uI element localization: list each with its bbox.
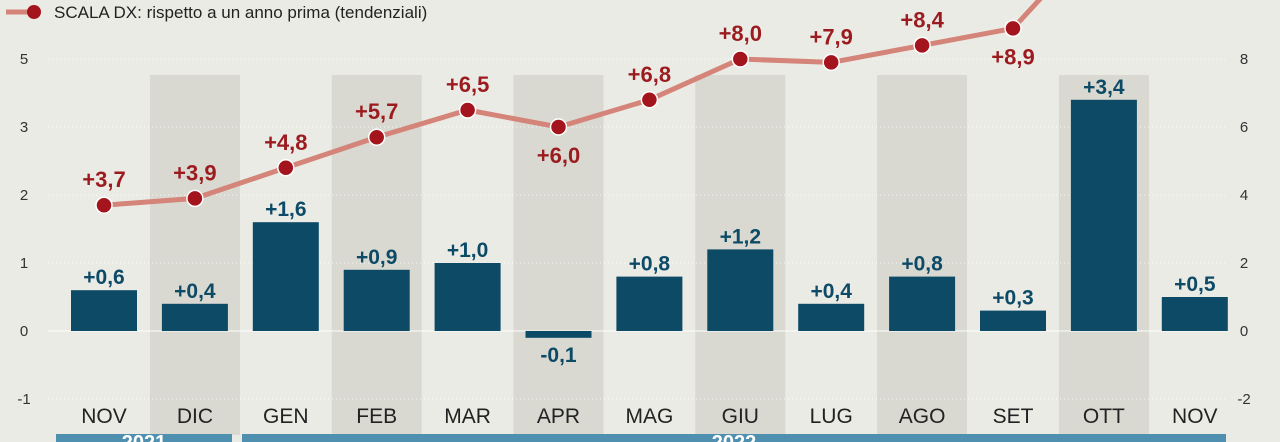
bar-value-label: +0,5 bbox=[1174, 273, 1216, 296]
month-label: FEB bbox=[356, 405, 397, 428]
year-bar bbox=[242, 434, 1226, 442]
month-label: NOV bbox=[1172, 405, 1218, 428]
line-value-label: +8,0 bbox=[719, 21, 762, 46]
left-axis-tick-label: 2 bbox=[20, 187, 28, 204]
month-label: AGO bbox=[899, 405, 946, 428]
bar bbox=[71, 290, 137, 331]
bar-value-label: +0,9 bbox=[356, 246, 397, 269]
line-point bbox=[731, 50, 750, 68]
left-axis: -1 0 1 2 3 5 bbox=[17, 51, 30, 408]
line-point bbox=[1004, 19, 1022, 38]
line-value-label: +3,7 bbox=[82, 167, 125, 192]
bar-value-label: -0,1 bbox=[540, 344, 577, 367]
line-value-label: +3,9 bbox=[173, 160, 216, 185]
month-label: DIC bbox=[177, 405, 213, 428]
year-label: 2022 bbox=[712, 432, 757, 442]
bar-value-label: +0,4 bbox=[810, 280, 852, 303]
legend-marker-icon bbox=[27, 5, 41, 19]
month-label: GIU bbox=[722, 405, 759, 428]
right-axis-tick-label: 2 bbox=[1240, 255, 1248, 272]
year-bars: 2021 2022 bbox=[56, 432, 1226, 442]
year-label: 2021 bbox=[122, 432, 167, 442]
line-point bbox=[458, 101, 477, 119]
right-axis-tick-label: 6 bbox=[1240, 119, 1248, 136]
line-point bbox=[913, 36, 931, 55]
month-label: OTT bbox=[1083, 405, 1125, 428]
bar bbox=[616, 276, 683, 331]
bar-value-label: +1,6 bbox=[265, 198, 306, 221]
right-axis-tick-label: 8 bbox=[1240, 51, 1248, 68]
bar bbox=[1161, 297, 1228, 331]
line-value-label: +4,8 bbox=[264, 130, 307, 155]
month-label: MAR bbox=[444, 405, 491, 428]
bar-value-label: +0,3 bbox=[992, 287, 1033, 310]
left-axis-tick-label: -1 bbox=[17, 391, 30, 408]
right-axis-tick-label: 4 bbox=[1240, 187, 1248, 204]
bar bbox=[707, 249, 774, 331]
bar-value-label: +0,8 bbox=[629, 253, 671, 276]
month-axis-labels: NOV DIC GEN FEB MAR APR MAG GIU LUG AGO SET OTT NOV bbox=[81, 405, 1217, 428]
bar-value-label: +0,6 bbox=[83, 266, 124, 289]
line-point bbox=[277, 159, 295, 177]
bar bbox=[252, 222, 319, 331]
line-point bbox=[367, 128, 386, 146]
bar bbox=[798, 303, 865, 331]
line-point bbox=[186, 189, 204, 208]
monthly-bars bbox=[71, 99, 1228, 338]
month-label: GEN bbox=[263, 405, 309, 428]
left-axis-tick-label: 0 bbox=[20, 323, 28, 340]
line-value-label: +7,9 bbox=[809, 24, 852, 49]
year-bar bbox=[56, 434, 232, 442]
bar bbox=[161, 303, 228, 331]
line-value-label: +6,8 bbox=[628, 62, 671, 87]
month-label: MAG bbox=[625, 405, 673, 428]
bar-value-label: +1,0 bbox=[447, 239, 488, 262]
line-value-label: +6,0 bbox=[537, 143, 580, 168]
month-label: SET bbox=[993, 405, 1034, 428]
bar-value-label: +0,8 bbox=[901, 253, 943, 276]
bar-value-label: +0,4 bbox=[174, 280, 216, 303]
yearly-line-series bbox=[95, 0, 1043, 214]
bar bbox=[889, 276, 956, 331]
line-value-labels: +3,7 +3,9 +4,8 +5,7 +6,5 +6,0 +6,8 +8,0 +7,9 +8,4… bbox=[82, 7, 1034, 192]
bar bbox=[980, 310, 1046, 331]
right-axis-tick-label: -2 bbox=[1237, 391, 1250, 408]
right-axis: -2 0 2 4 6 8 bbox=[1237, 51, 1250, 408]
line-value-label: +5,7 bbox=[355, 99, 398, 124]
legend: SCALA DX: rispetto a un anno prima (tend… bbox=[6, 3, 427, 22]
column-band bbox=[149, 75, 240, 435]
bar-value-label: +3,4 bbox=[1083, 76, 1125, 99]
bar-value-labels: +0,6 +0,4 +1,6 +0,9 +1,0 -0,1 +0,8 +1,2 +0,4 +0,8… bbox=[83, 76, 1216, 367]
left-axis-tick-label: 3 bbox=[20, 119, 28, 136]
bar bbox=[1070, 99, 1137, 331]
line-point bbox=[95, 196, 113, 214]
left-axis-tick-label: 1 bbox=[20, 255, 28, 272]
right-axis-tick-label: 0 bbox=[1240, 323, 1248, 340]
month-label: LUG bbox=[810, 405, 853, 428]
bar bbox=[343, 269, 410, 331]
line-value-label: +8,4 bbox=[900, 7, 944, 32]
bar-value-label: +1,2 bbox=[720, 225, 761, 248]
line-point bbox=[549, 118, 568, 136]
bar bbox=[434, 263, 501, 331]
line-value-label: +8,9 bbox=[991, 44, 1034, 69]
bar bbox=[525, 331, 592, 338]
left-axis-tick-label: 5 bbox=[20, 51, 28, 68]
column-band bbox=[877, 75, 968, 435]
month-label: NOV bbox=[81, 405, 127, 428]
line-point bbox=[822, 53, 840, 72]
month-label: APR bbox=[537, 405, 580, 428]
legend-label: SCALA DX: rispetto a un anno prima (tend… bbox=[54, 3, 427, 22]
line-value-label: +6,5 bbox=[446, 72, 489, 97]
line-point bbox=[640, 91, 659, 109]
